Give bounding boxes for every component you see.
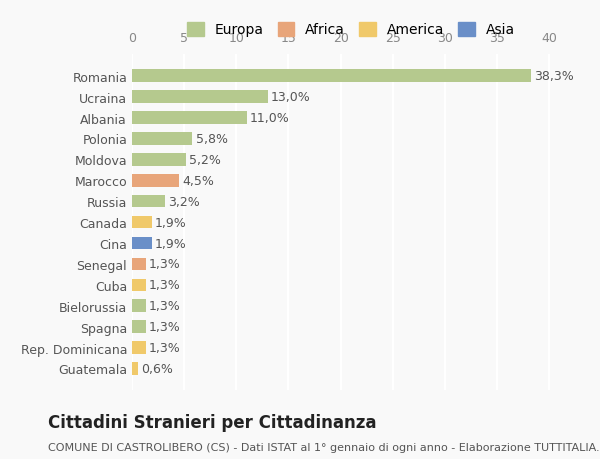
Bar: [132, 91, 268, 104]
Text: 1,9%: 1,9%: [155, 237, 187, 250]
Text: 1,3%: 1,3%: [149, 341, 181, 354]
Bar: [132, 174, 179, 187]
Text: 5,2%: 5,2%: [190, 154, 221, 167]
Bar: [132, 341, 146, 354]
Bar: [132, 133, 193, 146]
Text: 1,9%: 1,9%: [155, 216, 187, 229]
Bar: [132, 237, 152, 250]
Text: 13,0%: 13,0%: [271, 91, 310, 104]
Bar: [132, 258, 146, 271]
Text: Cittadini Stranieri per Cittadinanza: Cittadini Stranieri per Cittadinanza: [48, 413, 377, 431]
Text: 5,8%: 5,8%: [196, 133, 227, 146]
Bar: [132, 321, 146, 333]
Text: 1,3%: 1,3%: [149, 300, 181, 313]
Text: 3,2%: 3,2%: [169, 195, 200, 208]
Text: 1,3%: 1,3%: [149, 320, 181, 333]
Bar: [132, 279, 146, 291]
Bar: [132, 154, 186, 166]
Legend: Europa, Africa, America, Asia: Europa, Africa, America, Asia: [183, 18, 519, 41]
Bar: [132, 70, 532, 83]
Text: 1,3%: 1,3%: [149, 258, 181, 271]
Text: 0,6%: 0,6%: [142, 362, 173, 375]
Text: COMUNE DI CASTROLIBERO (CS) - Dati ISTAT al 1° gennaio di ogni anno - Elaborazio: COMUNE DI CASTROLIBERO (CS) - Dati ISTAT…: [48, 442, 600, 452]
Text: 38,3%: 38,3%: [535, 70, 574, 83]
Bar: [132, 112, 247, 124]
Bar: [132, 216, 152, 229]
Text: 11,0%: 11,0%: [250, 112, 290, 125]
Bar: [132, 196, 166, 208]
Text: 4,5%: 4,5%: [182, 174, 214, 187]
Bar: [132, 300, 146, 312]
Text: 1,3%: 1,3%: [149, 279, 181, 291]
Bar: [132, 363, 138, 375]
